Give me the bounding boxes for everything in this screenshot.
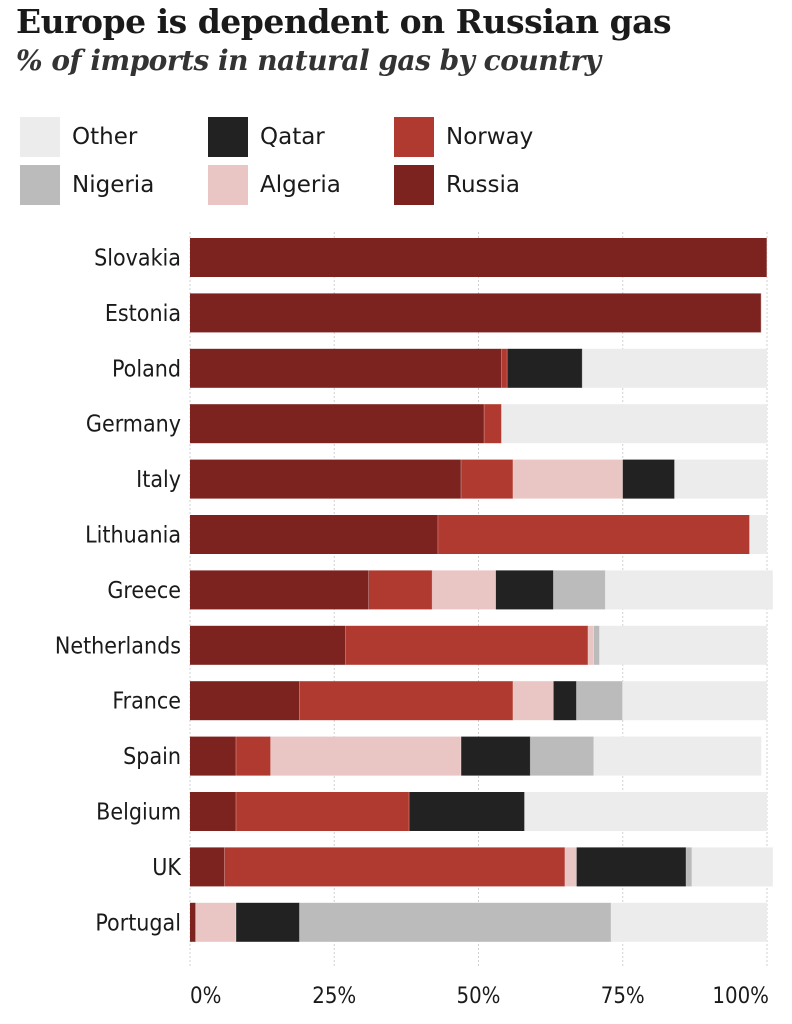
legend-item-other: Other [20, 117, 137, 157]
bar-netherlands-russia [190, 625, 346, 665]
bar-lithuania-russia [190, 515, 439, 554]
bar-belgium-qatar [409, 792, 525, 831]
bar-netherlands-norway [345, 625, 589, 665]
legend-item-norway: Norway [394, 117, 533, 157]
bar-italy-qatar [622, 459, 675, 499]
bar-greece-qatar [495, 570, 554, 610]
legend-swatch-other [20, 117, 60, 157]
bar-uk-algeria [565, 847, 577, 887]
category-label-poland: Poland [112, 356, 181, 382]
bar-belgium-norway [236, 792, 410, 831]
x-tick-label-75-: 75% [601, 984, 645, 1009]
category-label-slovakia: Slovakia [94, 246, 181, 272]
bar-spain-russia [190, 736, 237, 776]
bar-greece-norway [368, 570, 433, 610]
bar-slovakia-russia [190, 238, 767, 277]
bar-spain-other [593, 736, 762, 776]
bar-spain-norway [236, 736, 271, 776]
category-label-uk: UK [152, 855, 181, 881]
legend: Other Nigeria Qatar Algeria Norway Russi… [20, 117, 580, 207]
legend-swatch-algeria [208, 165, 248, 205]
legend-label-algeria: Algeria [260, 172, 341, 198]
legend-swatch-nigeria [20, 165, 60, 205]
bar-uk-other [691, 847, 773, 887]
x-tick-label-25-: 25% [312, 984, 356, 1009]
legend-label-other: Other [72, 124, 138, 150]
bar-lithuania-other [749, 515, 767, 554]
bar-lithuania-norway [438, 515, 750, 554]
bar-poland-other [582, 348, 767, 388]
bar-italy-other [674, 459, 767, 499]
bar-greece-nigeria [553, 570, 606, 610]
category-label-france: France [112, 689, 181, 715]
bar-uk-qatar [576, 847, 687, 887]
bar-france-russia [190, 681, 300, 721]
bar-italy-norway [461, 459, 514, 499]
bar-germany-other [501, 404, 767, 444]
legend-item-nigeria: Nigeria [20, 165, 154, 205]
bar-germany-norway [484, 404, 502, 444]
bar-germany-russia [190, 404, 485, 444]
category-label-netherlands: Netherlands [55, 633, 181, 659]
legend-item-algeria: Algeria [208, 165, 341, 205]
category-label-belgium: Belgium [96, 800, 181, 826]
legend-label-qatar: Qatar [260, 124, 325, 150]
bar-france-other [622, 681, 767, 721]
x-tick-label-0-: 0% [190, 984, 221, 1009]
bar-netherlands-other [599, 625, 767, 665]
bar-netherlands-nigeria [593, 625, 600, 665]
category-label-spain: Spain [123, 744, 181, 770]
bar-spain-qatar [461, 736, 531, 776]
chart-subtitle: % of imports in natural gas by country [16, 44, 601, 77]
bar-italy-algeria [513, 459, 623, 499]
legend-item-qatar: Qatar [208, 117, 325, 157]
legend-label-norway: Norway [446, 124, 534, 150]
bar-belgium-russia [190, 792, 237, 831]
bar-portugal-russia [190, 902, 196, 942]
bar-france-norway [299, 681, 514, 721]
category-label-portugal: Portugal [95, 910, 181, 936]
bar-greece-russia [190, 570, 369, 610]
bar-poland-norway [501, 348, 508, 388]
category-label-italy: Italy [136, 467, 181, 493]
category-label-greece: Greece [107, 578, 181, 604]
legend-swatch-norway [394, 117, 434, 157]
bar-portugal-other [611, 902, 767, 942]
legend-item-russia: Russia [394, 165, 520, 205]
bar-portugal-nigeria [299, 902, 612, 942]
bar-uk-russia [190, 847, 225, 887]
bar-france-qatar [553, 681, 577, 721]
category-label-germany: Germany [86, 412, 181, 438]
bar-uk-nigeria [686, 847, 692, 887]
bar-spain-nigeria [530, 736, 594, 776]
x-tick-label-100-: 100% [712, 984, 769, 1009]
bar-portugal-algeria [195, 902, 237, 942]
bar-poland-qatar [507, 348, 583, 388]
bar-belgium-other [524, 792, 767, 831]
bar-poland-russia [190, 348, 502, 388]
bar-portugal-qatar [236, 902, 300, 942]
bar-estonia-russia [190, 293, 762, 333]
bar-greece-algeria [432, 570, 496, 610]
bar-uk-norway [224, 847, 566, 887]
legend-label-russia: Russia [446, 172, 520, 198]
bar-netherlands-algeria [588, 625, 594, 665]
bar-italy-russia [190, 459, 462, 499]
category-label-lithuania: Lithuania [85, 523, 181, 549]
bar-france-nigeria [576, 681, 623, 721]
bar-france-algeria [513, 681, 554, 721]
category-label-estonia: Estonia [105, 301, 181, 327]
chart-title: Europe is dependent on Russian gas [16, 2, 672, 41]
legend-label-nigeria: Nigeria [72, 172, 155, 198]
legend-swatch-russia [394, 165, 434, 205]
legend-swatch-qatar [208, 117, 248, 157]
bar-greece-other [605, 570, 773, 610]
x-tick-label-50-: 50% [457, 984, 501, 1009]
bar-spain-algeria [270, 736, 462, 776]
